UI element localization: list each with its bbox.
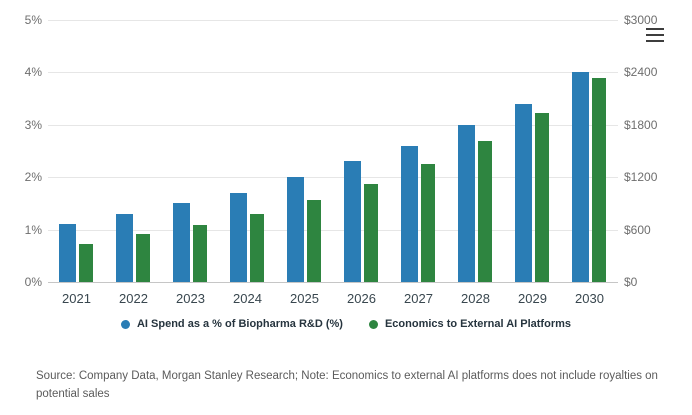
bar-economics-external-ai[interactable] [307,199,321,282]
bar-economics-external-ai[interactable] [478,140,492,282]
y-axis-left-tick-label: 3% [24,117,42,132]
y-axis-right-tick-label: $600 [624,222,651,237]
y-axis-left-tick-label: 5% [24,13,42,27]
source-note: Source: Company Data, Morgan Stanley Res… [36,370,658,400]
legend-label: AI Spend as a % of Biopharma R&D (%) [136,318,343,330]
y-axis-left-tick-label: 0% [24,275,42,289]
bar-ai-spend[interactable] [173,203,190,282]
bar-ai-spend[interactable] [344,161,361,282]
bar-ai-spend[interactable] [116,213,133,282]
bar-economics-external-ai[interactable] [193,225,207,282]
bar-chart: 0% $0 1% $600 2% $1200 3% $1800 4% $2400 5% $3000 20… [0,13,692,330]
y-axis-left-tick-label: 4% [24,65,42,80]
y-axis-right-tick-label: $1800 [624,117,658,132]
y-axis-right-tick-label: $2400 [624,65,658,80]
legend-item-ai-spend[interactable]: AI Spend as a % of Biopharma R&D (%) [120,318,343,330]
bar-economics-external-ai[interactable] [250,213,264,282]
bar-economics-external-ai[interactable] [364,184,378,282]
bar-economics-external-ai[interactable] [136,233,150,282]
x-axis-line [48,282,618,283]
x-axis-label: 2027 [404,291,433,306]
legend-dot-icon [368,319,378,329]
bar-economics-external-ai[interactable] [592,77,606,282]
x-axis-label: 2022 [119,291,148,306]
hamburger-menu-icon [646,34,664,36]
y-axis-right-tick-label: $0 [624,275,638,289]
legend-dot-icon [120,319,130,329]
y-axis-left-tick-label: 2% [24,170,42,185]
x-axis-label: 2026 [347,291,376,306]
y-axis-right-tick-label: $3000 [624,13,658,27]
gridline [48,229,618,231]
legend-item-economics[interactable]: Economics to External AI Platforms [368,318,571,330]
x-axis-label: 2028 [461,291,490,306]
bar-economics-external-ai[interactable] [421,164,435,282]
x-axis-label: 2029 [518,291,547,306]
hamburger-menu-icon [646,28,664,30]
bar-ai-spend[interactable] [572,72,589,282]
x-axis-label: 2025 [290,291,319,306]
bar-ai-spend[interactable] [59,224,76,282]
x-axis-label: 2021 [62,291,91,306]
chart-menu-button[interactable] [646,28,666,42]
gridline [48,124,618,126]
gridline [48,72,618,74]
y-axis-right-tick-label: $1200 [624,170,658,185]
hamburger-menu-icon [646,40,664,42]
bar-ai-spend[interactable] [515,103,532,282]
bar-economics-external-ai[interactable] [79,243,93,282]
x-axis-label: 2023 [176,291,205,306]
bar-ai-spend[interactable] [401,145,418,282]
x-axis-label: 2024 [233,291,262,306]
bar-ai-spend[interactable] [230,192,247,282]
x-axis-label: 2030 [575,291,604,306]
gridline [48,20,618,21]
chart-legend: AI Spend as a % of Biopharma R&D (%) Econ… [0,318,692,330]
bar-ai-spend[interactable] [458,124,475,282]
bar-economics-external-ai[interactable] [535,113,549,282]
gridline [48,177,618,179]
bar-ai-spend[interactable] [287,177,304,282]
legend-label: Economics to External AI Platforms [384,318,571,330]
y-axis-left-tick-label: 1% [24,222,42,237]
